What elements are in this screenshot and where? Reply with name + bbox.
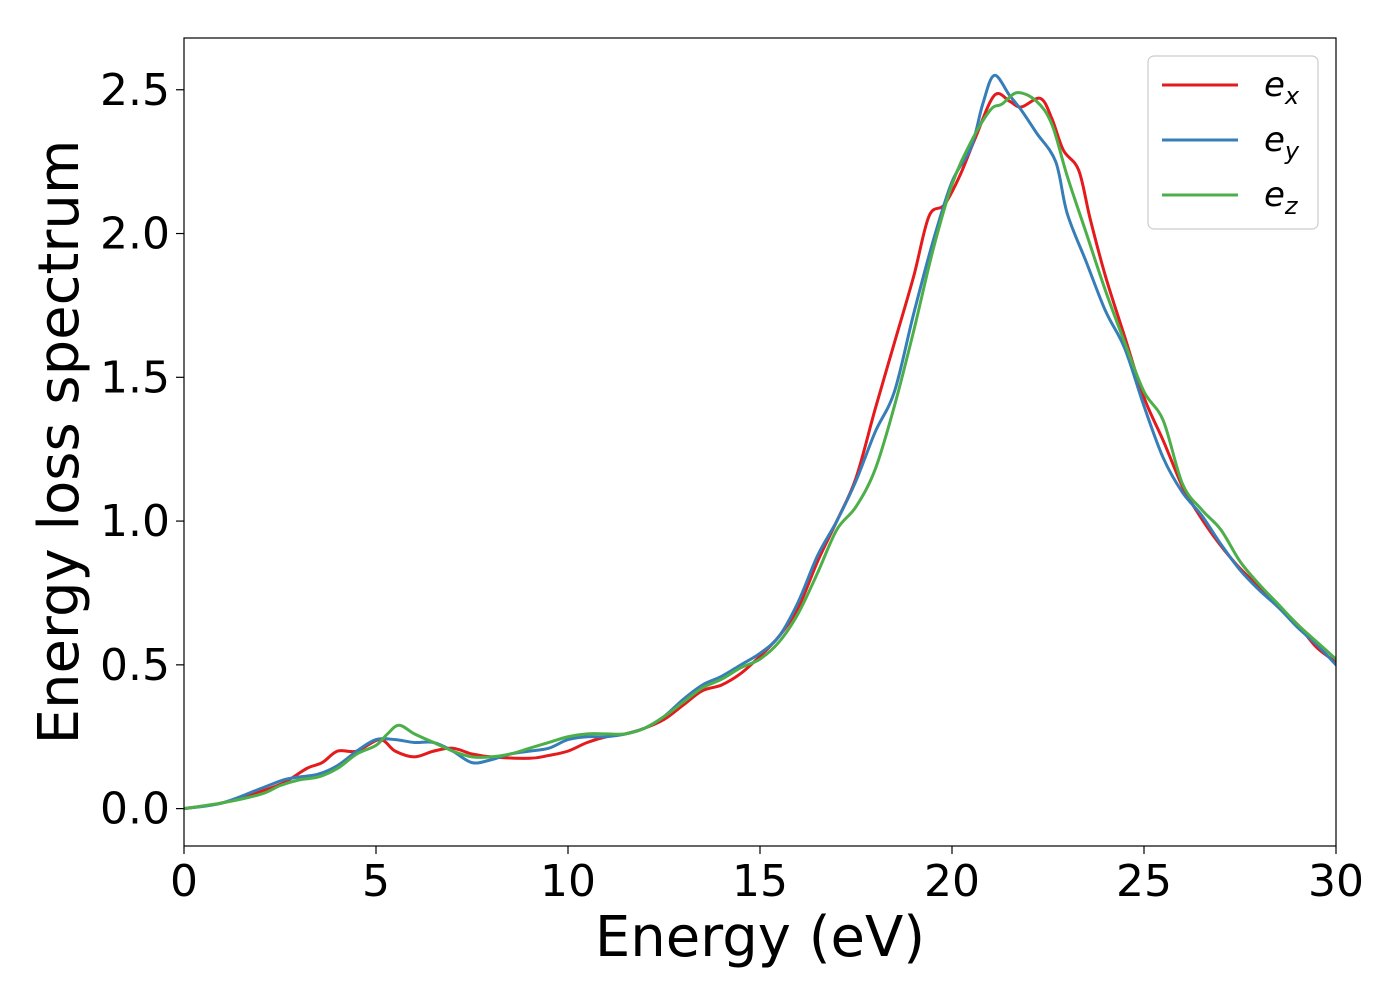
series-line-z bbox=[184, 91, 1336, 811]
series-line-y bbox=[184, 73, 1336, 811]
y-tick-label: 0.0 bbox=[100, 784, 170, 835]
x-axis-label: Energy (eV) bbox=[595, 905, 925, 970]
x-tick-label: 5 bbox=[362, 856, 390, 907]
x-tick-label: 15 bbox=[732, 856, 788, 907]
legend-box bbox=[1147, 55, 1319, 230]
x-axis-ticks: 0 5 10 15 20 25 30 bbox=[170, 846, 1364, 907]
x-tick-label: 0 bbox=[170, 856, 198, 907]
y-tick-label: 0.5 bbox=[100, 640, 170, 691]
y-axis-ticks: 0.0 0.5 1.0 1.5 2.0 2.5 bbox=[100, 65, 184, 835]
x-tick-label: 25 bbox=[1116, 856, 1172, 907]
y-tick-label: 1.5 bbox=[100, 352, 170, 403]
y-tick-label: 2.0 bbox=[100, 209, 170, 260]
series-line-x bbox=[184, 92, 1336, 811]
y-axis-label: Energy loss spectrum bbox=[27, 140, 92, 745]
y-tick-label: 2.5 bbox=[100, 65, 170, 116]
series-lines bbox=[184, 73, 1336, 811]
x-tick-label: 10 bbox=[540, 856, 596, 907]
x-tick-label: 30 bbox=[1308, 856, 1364, 907]
x-tick-label: 20 bbox=[924, 856, 980, 907]
y-tick-label: 1.0 bbox=[100, 496, 170, 547]
